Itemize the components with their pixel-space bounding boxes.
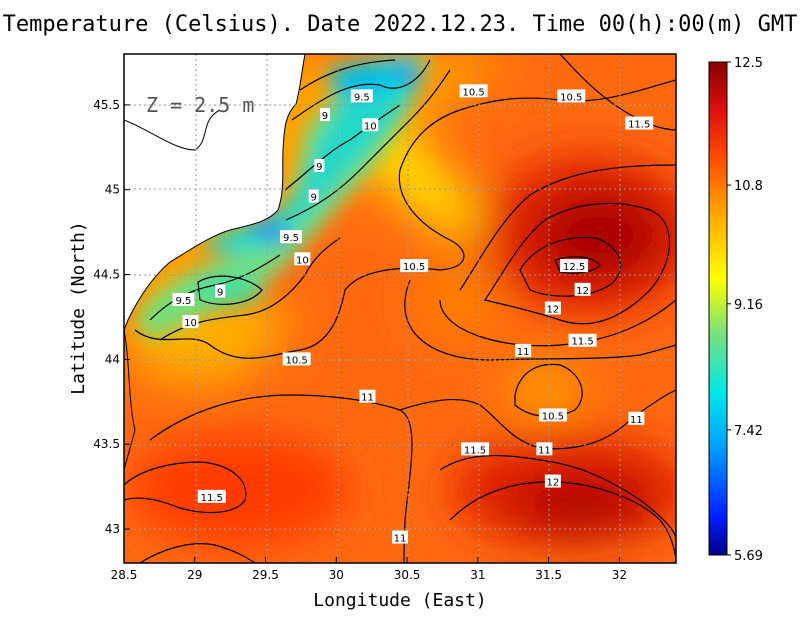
contour-label-bg <box>628 411 645 425</box>
contour-label-bg <box>308 189 319 203</box>
y-tick-label: 44.5 <box>93 268 120 282</box>
y-tick-label: 45.5 <box>93 98 120 112</box>
contour-label: 10.5 <box>286 355 308 366</box>
contour-label: 11.5 <box>201 493 223 504</box>
contour-label-bg <box>280 230 303 244</box>
contour-label-bg <box>362 118 379 132</box>
y-axis-ticks: 43 43.5 44 44.5 45 45.5 <box>93 98 130 536</box>
contour-label: 9 <box>322 111 328 122</box>
contour-label: 9 <box>316 162 322 173</box>
contour-label: 10.5 <box>462 87 484 98</box>
contour-label: 12 <box>546 305 559 316</box>
contour-label-bg <box>538 408 567 422</box>
contour-label-bg <box>459 84 488 98</box>
contour-label-bg <box>400 259 429 273</box>
contour-label: 11 <box>361 393 374 404</box>
contour-label-bg <box>560 259 589 273</box>
colorbar-tick-label: 9.16 <box>734 298 763 313</box>
x-tick-label: 30.5 <box>394 568 421 582</box>
grid <box>124 54 676 563</box>
contour-label-bg <box>625 116 654 130</box>
contour-label-bg <box>557 89 586 103</box>
colorbar <box>708 61 728 556</box>
contour-label-bg <box>544 301 561 315</box>
contour-label: 12 <box>546 478 559 489</box>
contour-label-bg <box>350 89 373 103</box>
colorbar-tick-label: 10.8 <box>734 179 763 194</box>
map-frame <box>123 53 677 564</box>
contour-label: 11 <box>630 415 643 426</box>
contour-label-bg <box>294 252 311 266</box>
y-tick-label: 43.5 <box>93 437 120 451</box>
contour-label-bg <box>282 352 311 366</box>
contour-label: 11.5 <box>464 445 486 456</box>
contour-label: 11 <box>517 347 530 358</box>
figure-title: Temperature (Celsius). Date 2022.12.23. … <box>2 12 798 37</box>
colorbar-ticks: 12.5 10.8 9.16 7.42 5.69 <box>727 56 763 564</box>
contour-label-bg <box>314 158 325 172</box>
colorbar-tick-label: 5.69 <box>734 549 763 564</box>
contour-label: 10.5 <box>542 411 564 422</box>
contour-label: 10.5 <box>560 92 582 103</box>
contour-label: 9 <box>310 193 316 204</box>
contour-label: 12.5 <box>563 262 585 273</box>
contour-label-bg <box>215 284 226 298</box>
contour-label: 10 <box>364 121 377 132</box>
contour-label-bg <box>359 389 376 403</box>
x-tick-label: 31 <box>470 568 485 582</box>
y-tick-label: 45 <box>105 183 120 197</box>
land-mass <box>124 54 306 331</box>
contour-label: 9 <box>217 288 223 299</box>
x-tick-label: 29 <box>187 568 202 582</box>
contour-label: 11.5 <box>571 337 593 348</box>
contour-label-bg <box>544 474 561 488</box>
colorbar-tick-label: 12.5 <box>734 56 763 71</box>
contour-label-bg <box>461 442 490 456</box>
contour-label-bg <box>197 489 226 503</box>
contour-label-bg <box>515 343 532 357</box>
depth-label: Z = 2.5 m <box>146 93 254 117</box>
contour-labels: 9.5 10.5 10.5 11.5 9 10 9 9 9.5 10 10.5 9 9.5 10 12.5 1… <box>172 84 654 545</box>
contour-label: 9.5 <box>283 233 299 244</box>
contour-label: 11 <box>394 534 407 545</box>
x-tick-label: 30 <box>329 568 344 582</box>
contour-label: 10 <box>296 255 309 266</box>
contour-label-bg <box>568 333 597 347</box>
contour-label-bg <box>536 442 553 456</box>
y-tick-label: 43 <box>105 522 120 536</box>
temperature-field <box>124 54 676 563</box>
x-tick-label: 29.5 <box>252 568 279 582</box>
colorbar-tick-label: 7.42 <box>734 424 763 439</box>
x-tick-label: 28.5 <box>111 568 138 582</box>
y-tick-label: 44 <box>105 352 120 366</box>
contour-label: 11 <box>538 445 551 456</box>
contour-label-bg <box>574 282 591 296</box>
contour-label: 12 <box>576 286 589 297</box>
contour-label: 10 <box>184 318 197 329</box>
contour-label-bg <box>392 530 408 544</box>
contour-label: 10.5 <box>403 262 425 273</box>
y-axis-label: Latitude (North) <box>68 221 89 394</box>
contour-label: 11.5 <box>628 120 650 131</box>
x-tick-label: 32 <box>612 568 627 582</box>
x-axis-ticks: 28.5 29 29.5 30 30.5 31 31.5 32 <box>111 557 627 582</box>
contour-label-bg <box>319 108 330 122</box>
contour-label: 9.5 <box>354 92 370 103</box>
contour-label-bg <box>182 315 199 329</box>
x-axis-label: Longitude (East) <box>313 590 486 611</box>
x-tick-label: 31.5 <box>535 568 562 582</box>
contour-label-bg <box>172 293 195 307</box>
contour-label: 9.5 <box>175 296 191 307</box>
